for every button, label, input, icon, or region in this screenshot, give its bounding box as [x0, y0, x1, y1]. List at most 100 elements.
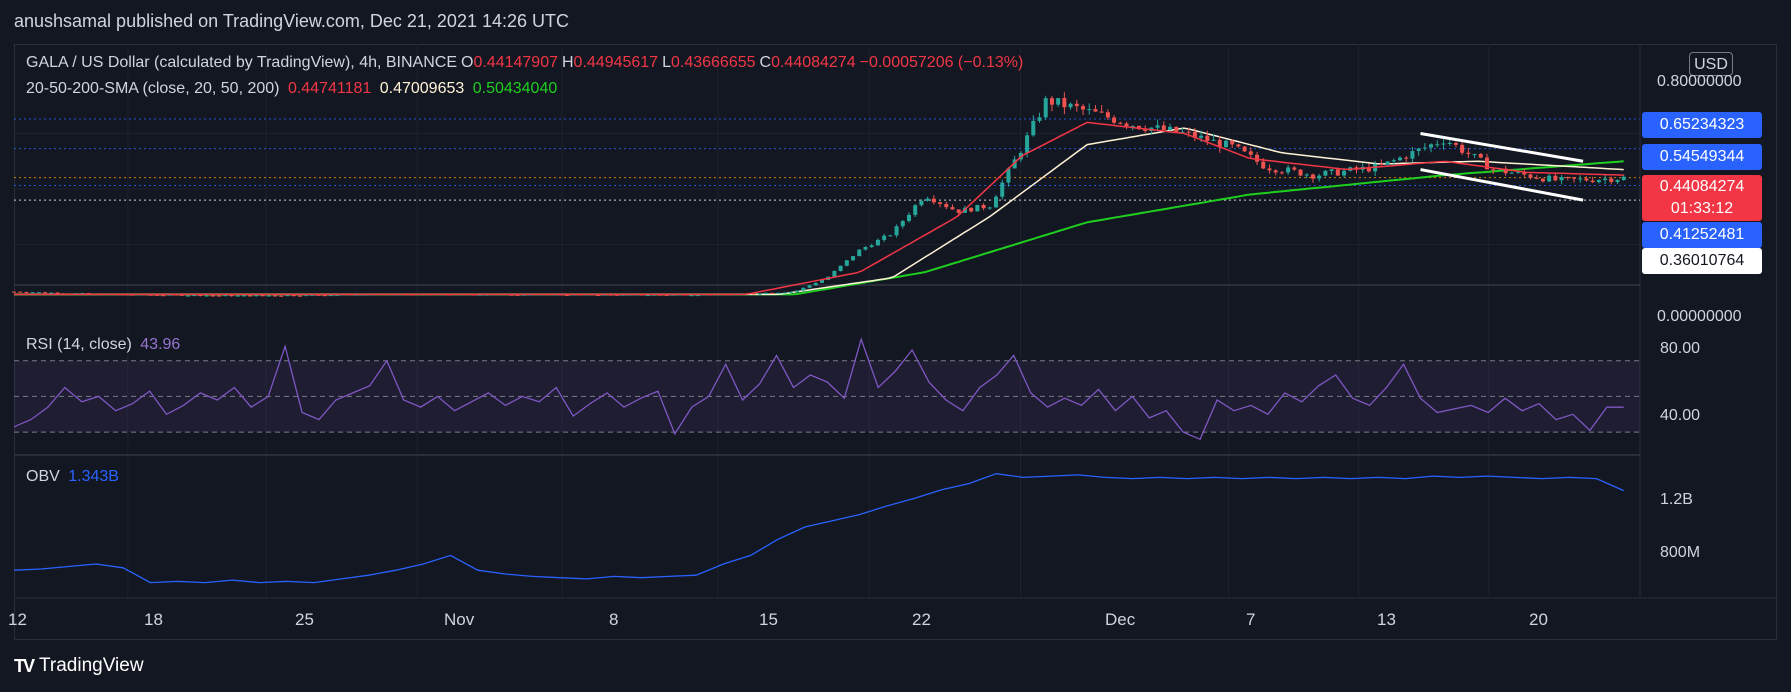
candle-body-174 — [1093, 109, 1098, 112]
candle-body-161 — [1012, 159, 1017, 169]
candle-body-232 — [1453, 142, 1458, 145]
main-legend[interactable]: GALA / US Dollar (calculated by TradingV… — [26, 54, 1027, 72]
trend-lines[interactable] — [1420, 132, 1584, 202]
candle-body-37 — [241, 295, 246, 297]
candle-body-151 — [950, 207, 955, 210]
sma-legend[interactable]: 20-50-200-SMA (close, 20, 50, 200) 0.447… — [26, 80, 561, 98]
candle-body-259 — [1621, 176, 1626, 180]
sma-label: 20-50-200-SMA (close, 20, 50, 200) — [26, 80, 280, 97]
chart-frame[interactable] — [14, 44, 1777, 640]
candle-body-129 — [813, 282, 818, 286]
current-price-label: 0.44084274 01:33:12 — [1642, 175, 1762, 221]
candle-body-49 — [316, 294, 321, 296]
candle-body-233 — [1460, 144, 1465, 153]
sma50-line — [14, 127, 1624, 296]
candle-body-34 — [223, 295, 228, 297]
candle-body-154 — [969, 207, 974, 212]
sma200-series — [14, 160, 1624, 296]
trend-line-0[interactable] — [1420, 132, 1584, 163]
candle-body-230 — [1441, 143, 1446, 145]
candle-body-169 — [1062, 98, 1067, 108]
candle-body-94 — [596, 295, 601, 297]
candle-body-144 — [906, 214, 911, 221]
candle-body-163 — [1025, 135, 1030, 153]
candle-body-40 — [260, 295, 265, 297]
candle-body-202 — [1267, 168, 1272, 171]
candle-body-188 — [1180, 131, 1185, 133]
candle-body-89 — [565, 294, 570, 296]
candle-body-51 — [328, 295, 333, 297]
candle-body-140 — [882, 235, 887, 240]
candle-body-145 — [913, 205, 918, 215]
x-tick-10: 20 — [1529, 610, 1548, 629]
candle-body-127 — [801, 287, 806, 291]
sma200-value: 0.50434040 — [472, 80, 558, 97]
candle-body-102 — [645, 295, 650, 297]
price-label-p3: 0.41252481 — [1642, 222, 1762, 248]
sma20-series — [14, 121, 1624, 296]
x-tick-8: 7 — [1246, 610, 1256, 629]
currency-button[interactable]: USD — [1689, 52, 1733, 76]
candle-body-31 — [204, 295, 209, 297]
candle-body-39 — [254, 295, 259, 297]
candle-body-249 — [1559, 177, 1564, 181]
candle-body-229 — [1435, 144, 1440, 146]
candle-body-11 — [80, 293, 85, 295]
candle-body-150 — [944, 203, 949, 208]
candle-body-186 — [1168, 126, 1173, 130]
candle-body-227 — [1422, 147, 1427, 149]
candle-body-133 — [838, 265, 843, 271]
candle-body-198 — [1242, 146, 1247, 152]
candle-body-3 — [30, 292, 35, 294]
x-tick-9: 13 — [1377, 610, 1396, 629]
rsi-tick-upper: 80.00 — [1660, 340, 1701, 357]
candle-body-248 — [1553, 175, 1558, 181]
x-tick-6: 22 — [912, 610, 931, 629]
candle-body-226 — [1416, 148, 1421, 152]
x-tick-2: 25 — [295, 610, 314, 629]
candle-body-106 — [670, 294, 675, 296]
trend-line-1[interactable] — [1420, 168, 1584, 202]
candle-body-19 — [130, 294, 135, 296]
candle-body-155 — [975, 204, 980, 212]
close-label: C — [759, 54, 772, 71]
candle-body-105 — [664, 294, 669, 296]
tradingview-logo[interactable]: TV TradingView — [14, 655, 144, 677]
obv-legend[interactable]: OBV 1.343B — [26, 468, 123, 486]
candle-body-2 — [24, 292, 29, 294]
tradingview-logo-icon: TV — [14, 655, 35, 676]
top-bar: anushsamal published on TradingView.com,… — [0, 0, 1791, 44]
candle-body-148 — [931, 198, 936, 203]
candle-body-27 — [179, 294, 184, 296]
candle-body-32 — [210, 295, 215, 297]
high-value: 0.44945617 — [573, 54, 659, 71]
candle-body-214 — [1342, 170, 1347, 176]
price-tick-bottom: 0.00000000 — [1657, 308, 1742, 325]
candle-body-97 — [614, 294, 619, 296]
candle-body-222 — [1391, 160, 1396, 162]
candle-body-195 — [1223, 140, 1228, 148]
obv-series — [13, 473, 1624, 584]
sma50-series — [14, 127, 1624, 296]
candle-body-143 — [900, 220, 905, 227]
candle-body-179 — [1124, 123, 1129, 127]
candle-body-246 — [1540, 178, 1545, 182]
candle-body-244 — [1528, 174, 1533, 178]
candle-body-24 — [161, 295, 166, 297]
candle-body-81 — [515, 294, 520, 296]
change-value: −0.00057206 (−0.13%) — [859, 54, 1024, 71]
obv-line — [13, 473, 1624, 584]
candle-body-235 — [1472, 153, 1477, 155]
candle-body-176 — [1105, 112, 1110, 118]
candle-body-30 — [198, 295, 203, 297]
price-tick-top: 0.80000000 — [1657, 73, 1742, 90]
rsi-legend[interactable]: RSI (14, close) 43.96 — [26, 336, 184, 354]
candle-body-110 — [695, 295, 700, 297]
candle-body-75 — [478, 294, 483, 296]
grid-lines — [14, 44, 1640, 598]
candle-body-177 — [1112, 117, 1117, 123]
low-label: L — [662, 54, 671, 71]
candle-body-0 — [12, 291, 16, 293]
candle-body-243 — [1522, 171, 1527, 175]
